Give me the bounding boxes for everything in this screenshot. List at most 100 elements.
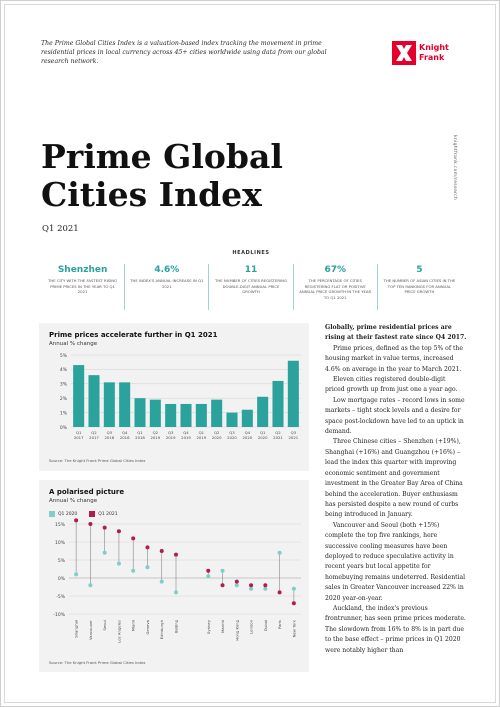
x-tick-label: Sydney <box>206 619 211 634</box>
x-tick-label: Hong Kong <box>234 619 239 640</box>
y-tick-label: -10% <box>53 612 65 618</box>
dot-q1-2021 <box>102 525 107 530</box>
bar <box>272 380 284 427</box>
dot-q1-2021 <box>74 518 79 523</box>
document-page: The Prime Global Cities Index is a valua… <box>4 4 496 703</box>
y-tick-label: 1% <box>60 410 68 416</box>
bar <box>241 409 253 427</box>
stat-description: The index's annual increase in Q1 2021 <box>130 278 204 289</box>
dot-q1-2020 <box>116 561 121 566</box>
x-tick-label: 2017 <box>74 435 84 440</box>
bar <box>88 375 100 427</box>
dot-q1-2021 <box>131 536 136 541</box>
dot-q1-2020 <box>145 565 150 570</box>
chart-legend: Q1 2020 Q1 2021 <box>49 511 118 517</box>
lead-paragraph: Globally, prime residential prices are r… <box>325 324 467 342</box>
chart-source: Source: The Knight Frank Prime Global Ci… <box>49 458 146 463</box>
dot-q1-2021 <box>159 549 164 553</box>
bar-chart-card: Prime prices accelerate further in Q1 20… <box>39 323 309 471</box>
legend-item: Q1 2021 <box>89 511 118 517</box>
body-paragraph: Low mortgage rates – record lows in some… <box>325 396 465 436</box>
x-tick-label: Shanghai <box>74 620 79 638</box>
dot-q1-2021 <box>116 529 121 534</box>
chart-title: A polarised picture <box>49 488 125 496</box>
headline-stat: Shenzhen The city with the fastest risin… <box>41 264 126 310</box>
stat-description: The percentage of cities registering fla… <box>299 278 372 300</box>
dot-q1-2021 <box>249 583 254 588</box>
chart-source: Source: The Knight Frank Prime Global Ci… <box>49 660 146 665</box>
x-tick-label: Q4 <box>245 430 251 435</box>
x-tick-label: 2021 <box>288 435 298 440</box>
bar <box>165 403 177 427</box>
x-tick-label: New York <box>291 619 296 637</box>
brand-logo[interactable]: Knight Frank <box>392 41 456 65</box>
y-tick-label: 5% <box>58 558 66 564</box>
bar <box>211 399 223 427</box>
x-tick-label: 2019 <box>196 435 206 440</box>
dot-q1-2020 <box>131 568 136 573</box>
article-body: Globally, prime residential prices are r… <box>325 323 467 656</box>
x-tick-label: 2017 <box>89 435 99 440</box>
y-tick-label: 5% <box>60 353 68 359</box>
page-subtitle: Q1 2021 <box>42 224 79 234</box>
x-tick-label: Q3 <box>229 430 235 435</box>
headline-stat: 11 The number of cities registering doub… <box>209 264 294 310</box>
chart-ylabel: Annual % change <box>49 341 98 347</box>
x-tick-label: 2021 <box>273 435 283 440</box>
dot-q1-2021 <box>220 583 225 588</box>
x-tick-label: Paris <box>277 620 282 629</box>
x-tick-label: Beijing <box>174 619 179 633</box>
y-tick-label: -5% <box>56 594 65 600</box>
dot-q1-2021 <box>277 590 282 595</box>
legend-label: Q1 2020 <box>58 511 78 517</box>
x-tick-label: Q3 <box>168 430 174 435</box>
body-paragraph: Vancouver and Seoul (both +15%) complete… <box>325 521 466 602</box>
x-tick-label: Q3 <box>107 430 113 435</box>
x-tick-label: Q4 <box>183 430 189 435</box>
dot-q1-2020 <box>234 583 239 588</box>
dot-q1-2020 <box>159 579 164 584</box>
x-tick-label: Q2 <box>214 430 220 435</box>
bar <box>103 382 115 427</box>
x-tick-label: 2018 <box>104 435 114 440</box>
x-tick-label: London <box>249 619 254 634</box>
bar <box>134 398 146 427</box>
body-paragraph: Three Chinese cities – Shenzhen (+19%), … <box>325 438 463 519</box>
stat-value: 4.6% <box>154 265 180 275</box>
x-tick-label: Q2 <box>275 430 281 435</box>
x-tick-label: 2020 <box>258 435 268 440</box>
x-tick-label: 2020 <box>227 435 237 440</box>
stat-value: 67% <box>324 265 346 275</box>
dot-q1-2020 <box>74 572 79 577</box>
page-title: Prime Global Cities Index <box>41 137 283 214</box>
dot-q1-2020 <box>249 586 254 591</box>
legend-item: Q1 2020 <box>49 511 77 517</box>
logo-wordmark: Knight Frank <box>419 43 449 63</box>
x-tick-label: Edinburgh <box>159 619 164 639</box>
dot-q1-2021 <box>206 568 211 573</box>
stat-value: 11 <box>244 265 258 275</box>
bar <box>226 412 238 427</box>
headline-stat: 5 The number of Asian cities in the top … <box>378 264 461 310</box>
y-tick-label: 0% <box>58 576 66 582</box>
x-tick-label: 2019 <box>181 435 191 440</box>
x-tick-label: Vancouver <box>88 620 93 640</box>
x-tick-label: 2019 <box>150 435 160 440</box>
x-tick-label: Miami <box>131 620 136 631</box>
dot-q1-2020 <box>220 568 225 573</box>
x-tick-label: Seoul <box>102 620 107 631</box>
stat-description: The number of cities registering double-… <box>215 278 287 295</box>
y-tick-label: 4% <box>60 367 68 373</box>
dot-q1-2021 <box>234 579 239 584</box>
chart-ylabel: Annual % change <box>49 498 98 504</box>
bar <box>149 399 161 427</box>
intro-text: The Prime Global Cities Index is a valua… <box>41 40 327 65</box>
dot-chart: -10% -5% 0% 5% 10% 15% Shanghai Vancouver Seoul L… <box>53 518 301 643</box>
headline-stat: 67% The percentage of cities registering… <box>294 264 378 310</box>
dot-q1-2021 <box>88 522 93 526</box>
bar <box>287 360 299 427</box>
x-tick-label: Los Angeles <box>116 620 121 643</box>
dot-q1-2021 <box>263 583 268 588</box>
bar <box>257 396 269 427</box>
body-paragraph: Eleven cities registered double-digit pr… <box>325 376 458 394</box>
